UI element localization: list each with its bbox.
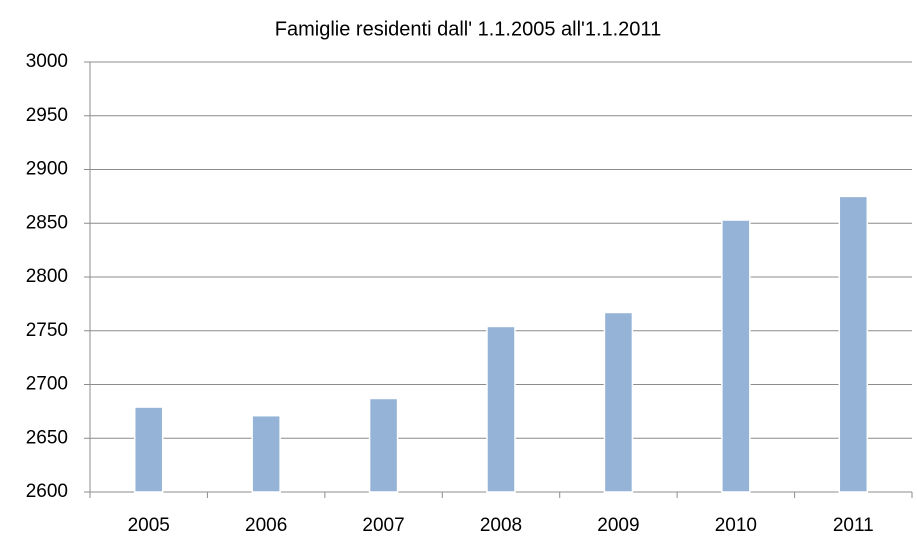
x-tick-label: 2008 <box>480 515 522 535</box>
bar <box>133 406 164 493</box>
y-tick-label: 2700 <box>26 374 68 395</box>
x-tick-label: 2006 <box>245 515 287 535</box>
bar <box>486 325 516 493</box>
bar <box>251 414 281 493</box>
y-tick-label: 2950 <box>26 105 68 126</box>
y-tick-label: 2600 <box>26 481 68 502</box>
y-tick-label: 2850 <box>26 212 68 233</box>
y-tick-label: 2800 <box>26 266 68 287</box>
x-tick-label: 2005 <box>128 515 170 535</box>
x-tick-label: 2007 <box>362 515 404 535</box>
x-tick-label: 2009 <box>597 515 639 535</box>
bar <box>368 397 399 493</box>
y-tick-label: 2650 <box>26 427 68 448</box>
bar <box>603 311 634 493</box>
bar <box>721 219 751 493</box>
y-tick-label: 2750 <box>26 320 68 341</box>
x-tick-label: 2011 <box>833 515 874 535</box>
y-tick-label: 2900 <box>26 159 68 180</box>
bar <box>838 195 869 493</box>
y-tick-label: 3000 <box>26 51 68 72</box>
chart-title: Famiglie residenti dall' 1.1.2005 all'1.… <box>275 18 661 40</box>
x-tick-label: 2010 <box>715 515 757 535</box>
